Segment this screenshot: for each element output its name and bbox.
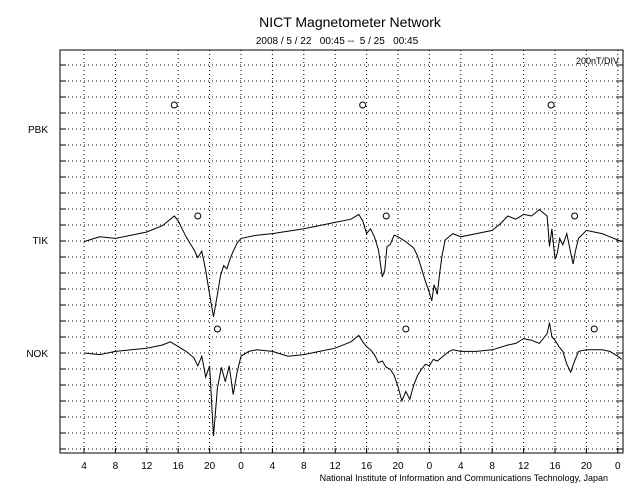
chart-subtitle: 2008 / 5 / 22 00:45 -- 5 / 25 00:45	[256, 36, 419, 47]
local-noon-marker	[170, 101, 178, 109]
station-trace-tik	[83, 208, 622, 317]
local-noon-markers	[170, 101, 598, 333]
x-tick-label: 16	[361, 461, 373, 472]
x-tick-label: 0	[238, 461, 244, 472]
x-tick-label: 8	[301, 461, 307, 472]
local-noon-marker	[213, 325, 221, 333]
chart-title: NICT Magnetometer Network	[259, 14, 442, 30]
local-noon-marker	[194, 212, 202, 220]
x-tick-label: 8	[113, 461, 119, 472]
x-tick-label: 20	[581, 461, 593, 472]
local-noon-marker	[402, 325, 410, 333]
plot-frame	[59, 49, 624, 454]
x-tick-label: 20	[392, 461, 404, 472]
axis-ticks	[60, 64, 623, 453]
grid	[60, 50, 623, 453]
station-traces	[83, 208, 623, 437]
x-tick-label: 8	[489, 461, 495, 472]
station-labels: PBK TIK NOK	[26, 125, 48, 360]
x-tick-label: 4	[270, 461, 276, 472]
local-noon-marker	[359, 101, 367, 109]
station-trace-nok	[83, 322, 623, 437]
x-tick-label: 0	[427, 461, 433, 472]
x-tick-label: 12	[518, 461, 530, 472]
x-tick-label: 16	[173, 461, 185, 472]
x-tick-label: 20	[204, 461, 216, 472]
x-tick-label: 0	[615, 461, 621, 472]
x-tick-label: 16	[549, 461, 561, 472]
x-tick-label: 12	[141, 461, 153, 472]
local-noon-marker	[590, 325, 598, 333]
footer-credit: National Institute of Information and Co…	[320, 473, 608, 483]
x-tick-labels: 4 8 12 16 20 0 4 8 12 16 20 0 4 8 12 16 20 0	[81, 461, 621, 472]
local-noon-marker	[547, 101, 555, 109]
station-label: PBK	[28, 125, 48, 136]
x-tick-label: 4	[458, 461, 464, 472]
station-label: NOK	[26, 349, 48, 360]
scale-label: 200nT/DIV	[576, 56, 619, 66]
local-noon-marker	[382, 212, 390, 220]
x-tick-label: 4	[81, 461, 87, 472]
x-tick-label: 12	[330, 461, 342, 472]
local-noon-marker	[571, 212, 579, 220]
station-label: TIK	[32, 236, 48, 247]
